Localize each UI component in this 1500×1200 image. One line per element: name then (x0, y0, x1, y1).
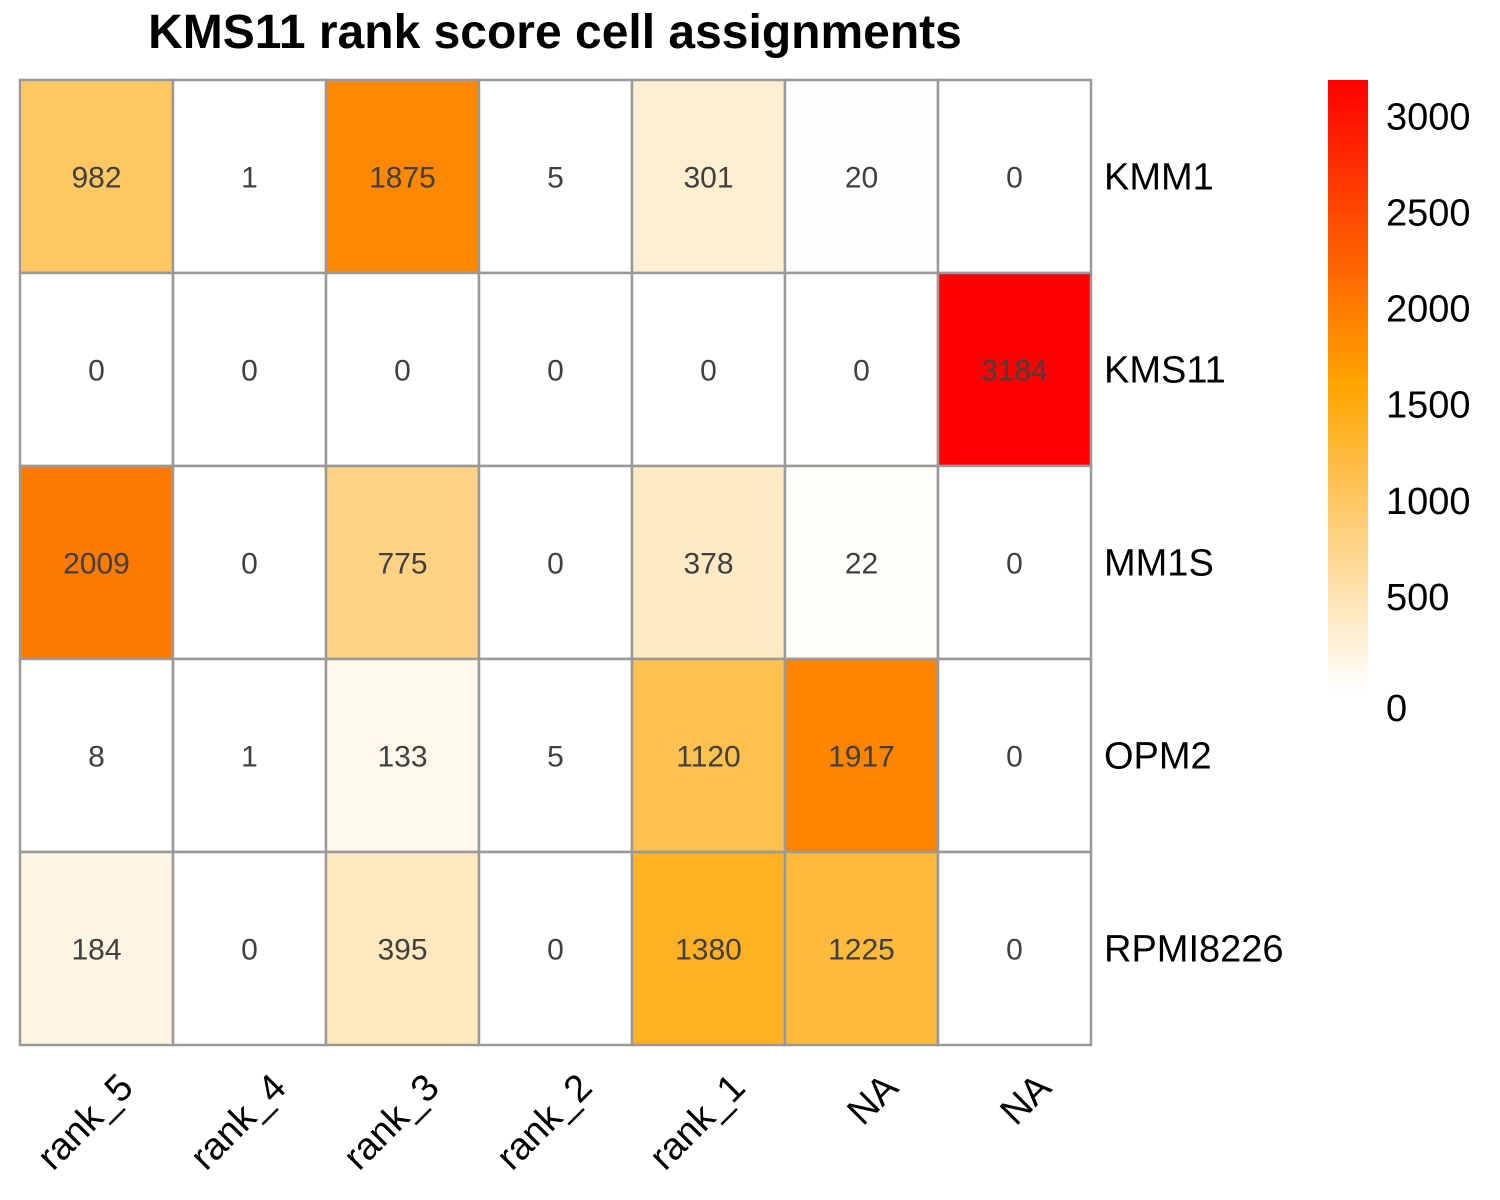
heatmap-cell (477, 657, 634, 854)
cell-value-label: 1120 (676, 741, 741, 774)
legend-tick-label: 3000 (1386, 96, 1471, 138)
cell-value-label: 20 (845, 162, 878, 195)
column-label: rank_5 (30, 1066, 142, 1178)
heatmap-cell (324, 78, 481, 275)
cell-value-label: 982 (71, 162, 121, 195)
heatmap-cell (630, 464, 787, 661)
row-label: MM1S (1104, 543, 1214, 585)
cell-value-label: 301 (683, 162, 733, 195)
cell-value-label: 0 (547, 355, 564, 388)
cell-value-label: 1875 (369, 162, 436, 195)
cell-value-label: 22 (845, 548, 878, 581)
column-labels: rank_5 rank_4 rank_3 rank_2 rank_1 NA NA (30, 1066, 1060, 1178)
legend-tick-label: 500 (1386, 577, 1449, 619)
column-label: rank_3 (336, 1066, 448, 1178)
heatmap-cell (18, 657, 175, 854)
heatmap-cell (936, 271, 1093, 468)
legend-tick-label: 2000 (1386, 289, 1471, 331)
cell-value-label: 1380 (675, 934, 742, 967)
heatmap-cell (630, 271, 787, 468)
cell-value-label: 133 (377, 741, 427, 774)
heatmap-cell (783, 464, 940, 661)
heatmap-cell (18, 850, 175, 1047)
cell-value-label: 0 (1006, 934, 1023, 967)
row-label: RPMI8226 (1104, 929, 1284, 971)
legend-tick-label: 2500 (1386, 192, 1471, 234)
cell-value-label: 378 (683, 548, 733, 581)
cell-value-label: 8 (88, 741, 105, 774)
heatmap-cell (783, 850, 940, 1047)
heatmap-cell (477, 78, 634, 275)
column-label: rank_4 (183, 1066, 295, 1178)
cell-value-label: 0 (700, 355, 717, 388)
cell-value-label: 1917 (828, 741, 895, 774)
cell-value-label: 184 (71, 934, 121, 967)
column-label: rank_2 (489, 1066, 601, 1178)
cell-value-label: 0 (547, 934, 564, 967)
row-labels: KMM1 KMS11 MM1S OPM2 RPMI8226 (1104, 157, 1284, 971)
cell-value-label: 0 (241, 548, 258, 581)
color-legend: 0 500 1000 1500 2000 2500 3000 (1328, 80, 1471, 730)
chart-title: KMS11 rank score cell assignments (148, 6, 962, 59)
cell-value-label: 0 (88, 355, 105, 388)
legend-tick-label: 1500 (1386, 385, 1471, 427)
heatmap-cell (324, 464, 481, 661)
heatmap-cell (936, 464, 1093, 661)
heatmap-cell (783, 78, 940, 275)
cell-value-label: 0 (1006, 548, 1023, 581)
cell-value-label: 395 (377, 934, 427, 967)
heatmap-cell (324, 271, 481, 468)
cell-value-label: 0 (394, 355, 411, 388)
heatmap-cells: 982 1 1875 5 301 20 0 0 0 0 0 0 0 3184 2009 0 775 0 378 22 0… (18, 78, 1093, 1047)
cell-value-label: 0 (241, 355, 258, 388)
row-label: KMS11 (1104, 350, 1226, 392)
heatmap-cell (936, 657, 1093, 854)
heatmap-cell (477, 464, 634, 661)
heatmap-cell (171, 78, 328, 275)
heatmap-cell (324, 850, 481, 1047)
column-label: NA (840, 1066, 907, 1133)
cell-value-label: 2009 (63, 548, 130, 581)
heatmap-cell (18, 271, 175, 468)
heatmap-cell (171, 657, 328, 854)
row-label: KMM1 (1104, 157, 1214, 199)
column-label: rank_1 (642, 1066, 754, 1178)
cell-value-label: 775 (377, 548, 427, 581)
cell-value-label: 5 (547, 162, 564, 195)
heatmap-cell (783, 657, 940, 854)
cell-value-label: 3184 (981, 355, 1048, 388)
column-label: NA (993, 1066, 1060, 1133)
cell-value-label: 0 (853, 355, 870, 388)
cell-value-label: 0 (547, 548, 564, 581)
cell-value-label: 0 (1006, 741, 1023, 774)
row-label: OPM2 (1104, 736, 1212, 778)
legend-tick-label: 0 (1386, 688, 1407, 730)
heatmap-cell (18, 78, 175, 275)
legend-tick-label: 1000 (1386, 481, 1471, 523)
legend-colorbar (1328, 80, 1368, 692)
cell-value-label: 0 (1006, 162, 1023, 195)
cell-value-label: 0 (241, 934, 258, 967)
cell-value-label: 1 (241, 162, 258, 195)
cell-value-label: 1 (241, 741, 258, 774)
cell-value-label: 1225 (828, 934, 895, 967)
heatmap-cell (936, 850, 1093, 1047)
cell-value-label: 5 (547, 741, 564, 774)
heatmap-cell (171, 464, 328, 661)
